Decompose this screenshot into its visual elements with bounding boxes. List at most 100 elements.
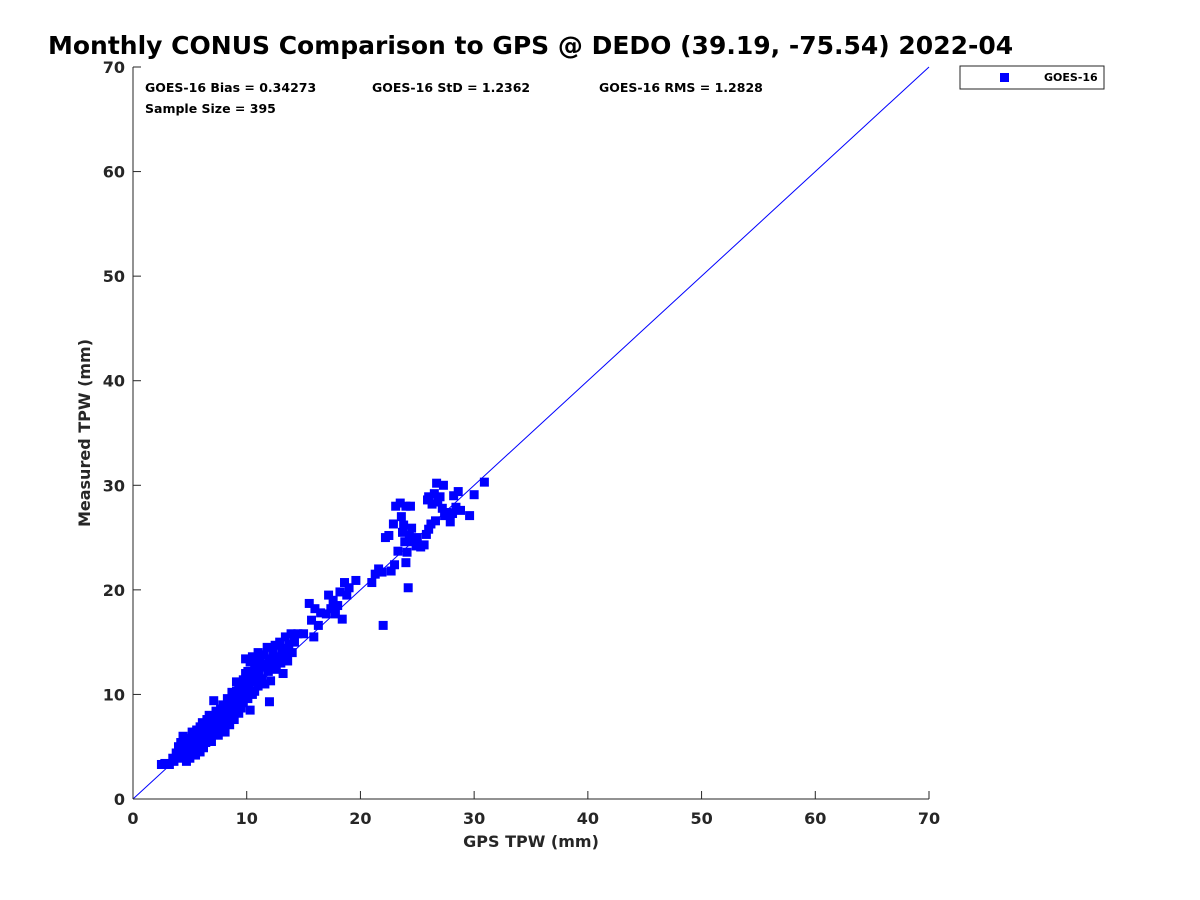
data-point [402,547,412,557]
data-point [160,758,170,768]
data-point [238,698,248,708]
y-axis-label: Measured TPW (mm) [75,339,94,527]
data-point [419,540,429,550]
bias-stat: GOES-16 Bias = 0.34273 [145,80,316,95]
y-tick-label: 30 [103,476,125,495]
data-point [337,614,347,624]
data-point [206,736,216,746]
data-point [283,656,293,666]
data-point [395,498,405,508]
data-point [284,639,294,649]
data-point [289,637,299,647]
data-point [276,658,286,668]
data-point [398,527,407,537]
data-point [225,720,235,730]
x-tick-label: 20 [349,809,371,828]
y-tick-label: 40 [103,372,125,391]
data-point [299,629,309,639]
data-point [264,654,274,664]
data-point [403,583,413,593]
legend-box [959,65,1105,90]
legend: GOES-16 [959,65,1105,90]
x-tick-label: 40 [577,809,599,828]
data-point [326,604,336,614]
data-point [286,629,296,639]
data-point [421,529,431,539]
data-point [437,503,447,513]
data-point [218,700,228,710]
data-point [250,686,260,696]
data-point [469,490,479,500]
data-point [412,533,422,543]
x-axis-ticks: 0 10 20 30 40 50 60 70 [127,791,940,828]
data-point [330,609,340,619]
data-point [245,705,255,715]
data-point [340,578,350,588]
data-point [391,501,401,511]
data-point [433,497,443,507]
data-point [259,650,269,660]
data-point [479,477,489,487]
data-point [367,578,377,588]
legend-label: GOES-16 [1044,71,1098,84]
data-point [448,509,458,519]
data-point [390,560,400,570]
data-point [451,502,461,512]
data-point [280,632,290,642]
data-point [407,523,417,533]
data-point [270,640,280,650]
data-point [449,491,459,501]
data-point [388,519,398,529]
data-point [456,505,465,515]
data-point [427,499,437,509]
data-point [404,530,414,540]
data-point [204,710,214,720]
data-point [171,748,181,758]
data-point [399,520,409,530]
data-point [175,753,185,763]
data-point [231,677,241,687]
y-tick-label: 50 [103,267,125,286]
data-point [236,703,246,713]
data-point [304,598,314,608]
data-point [275,637,285,647]
data-point [164,759,174,769]
data-point [426,519,436,529]
data-point [344,583,354,593]
data-point [393,546,403,556]
rms-stat: GOES-16 RMS = 1.2828 [599,80,763,95]
data-point [260,679,270,689]
data-point [272,652,282,662]
data-point [310,604,320,614]
x-tick-label: 50 [690,809,712,828]
data-point [435,492,445,502]
data-point [264,697,274,707]
data-point [411,541,421,551]
data-point [384,530,394,540]
data-point [400,537,410,547]
data-point [241,654,251,664]
y-tick-label: 10 [103,685,125,704]
data-point [405,501,415,511]
data-point [328,595,338,605]
data-point [333,601,343,611]
x-tick-label: 30 [463,809,485,828]
data-point [247,652,257,662]
data-point [234,708,244,718]
data-point [271,664,281,674]
data-point [438,480,448,490]
data-point [177,745,187,755]
data-point [257,674,266,684]
x-tick-label: 70 [918,809,940,828]
data-point [178,731,188,741]
data-point [324,590,334,600]
data-point [293,629,303,639]
data-point [253,648,263,658]
chart-title: Monthly CONUS Comparison to GPS @ DEDO (… [48,31,1013,60]
data-point [401,558,411,568]
y-axis-ticks: 0 10 20 30 40 50 60 70 [103,58,141,809]
y-tick-label: 20 [103,581,125,600]
data-point [252,660,262,670]
y-tick-label: 60 [103,163,125,182]
